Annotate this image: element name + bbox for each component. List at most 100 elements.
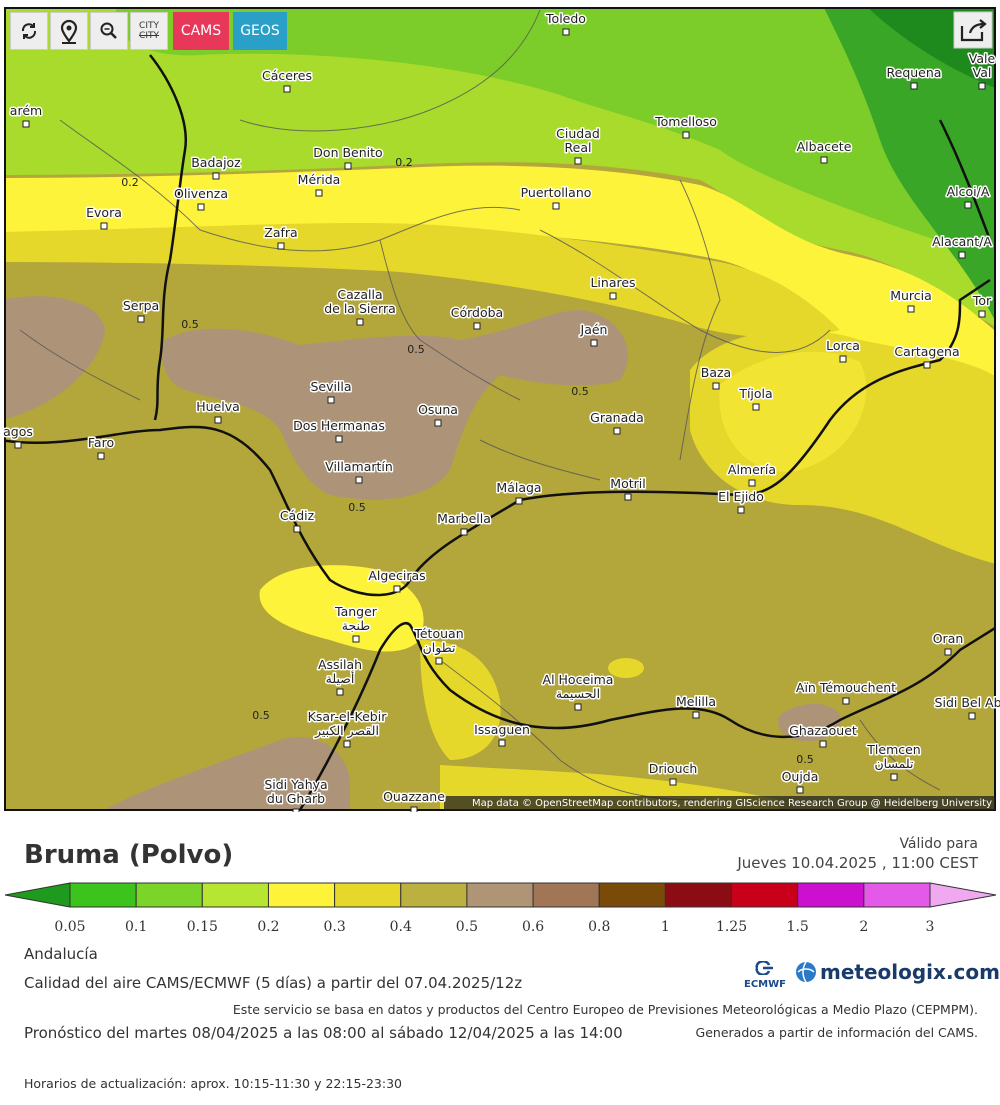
city-label: Tor <box>972 293 992 308</box>
valid-date: Jueves 10.04.2025 , 11:00 CEST <box>737 854 978 872</box>
city-label: El Ejido <box>718 489 764 504</box>
city-label: Sevilla <box>310 379 351 394</box>
city-marker <box>910 82 918 90</box>
city-label: Dos Hermanas <box>293 418 385 433</box>
city-marker <box>839 355 847 363</box>
city-label: Villamartín <box>325 459 393 474</box>
city-marker <box>137 315 145 323</box>
city-label: Sidi Yahya <box>264 777 327 792</box>
city-marker <box>352 635 360 643</box>
attribution: Map data © OpenStreetMap contributors, r… <box>472 798 992 809</box>
city-label: Marbella <box>437 511 491 526</box>
city-label: Evora <box>86 205 122 220</box>
city-label: Faro <box>88 435 114 450</box>
refresh-button[interactable] <box>10 12 48 50</box>
city-label: Puertollano <box>521 185 592 200</box>
legend: 0.05 0.1 0.15 0.2 0.3 0.4 0.5 0.6 0.8 1 1.25 1.5 2 3 <box>4 882 997 935</box>
city-label: Serpa <box>123 298 159 313</box>
city-label: Badajoz <box>191 155 241 170</box>
city-marker <box>410 806 418 812</box>
city-marker <box>964 201 972 209</box>
city-label: Jaén <box>580 322 608 337</box>
city-label: Ksar-el-Kebir <box>308 709 388 724</box>
legend-arrow <box>929 882 997 908</box>
zoom-button[interactable] <box>90 12 128 50</box>
city-label: القصر الكبير <box>314 723 379 739</box>
legend-label: 1.25 <box>716 919 747 935</box>
city-marker <box>748 479 756 487</box>
city-marker <box>590 339 598 347</box>
city-label: أصيلة <box>326 670 355 686</box>
legend-swatch <box>201 882 269 908</box>
concentration-area <box>103 736 350 810</box>
city-label: Oujda <box>782 769 819 784</box>
city-marker <box>923 361 931 369</box>
forecast-range: Pronóstico del martes 08/04/2025 a las 0… <box>24 1024 623 1042</box>
city-marker <box>552 202 560 210</box>
city-marker <box>609 292 617 300</box>
admin-boundaries <box>19 9 941 801</box>
contour-label: 0.5 <box>252 709 270 722</box>
city-marker <box>842 697 850 705</box>
cams-button[interactable]: CAMS <box>173 12 229 50</box>
legend-label: 0.5 <box>456 919 478 935</box>
city-marker <box>473 322 481 330</box>
generated-note: Generados a partir de información del CA… <box>695 1025 978 1040</box>
city-label: Almería <box>728 462 776 477</box>
city-label: arém <box>10 103 42 118</box>
city-marker <box>344 162 352 170</box>
geos-button[interactable]: GEOS <box>233 12 287 50</box>
legend-swatch <box>400 882 468 908</box>
concentration-area <box>778 703 841 742</box>
concentration-area <box>259 565 424 652</box>
meteologix-icon <box>796 961 816 983</box>
city-label: Cartagena <box>894 344 959 359</box>
meteologix-logo: meteologix.com <box>794 960 1000 984</box>
city-marker <box>434 419 442 427</box>
city-label: الحسيمة <box>556 686 600 701</box>
city-label: Requena <box>887 65 942 80</box>
city-marker <box>613 427 621 435</box>
legend-swatch <box>69 882 137 908</box>
legend-label: 0.05 <box>54 919 85 935</box>
legend-swatch <box>797 882 865 908</box>
legend-swatch <box>863 882 931 908</box>
concentration-area <box>608 658 644 678</box>
city-marker <box>327 396 335 404</box>
legend-swatch <box>598 882 666 908</box>
city-label: تلمسان <box>875 756 915 771</box>
city-marker <box>393 585 401 593</box>
city-label: Motril <box>610 476 645 491</box>
concentration-area <box>5 222 840 338</box>
share-button[interactable] <box>953 11 993 49</box>
city-label: Cádiz <box>280 508 315 523</box>
contour-label: 0.2 <box>121 176 139 189</box>
city-label: Málaga <box>496 480 541 495</box>
legend-swatch <box>267 882 336 908</box>
city-marker <box>968 712 976 720</box>
city-label: Aïn Témouchent <box>796 680 896 695</box>
legend-arrow <box>4 882 71 908</box>
location-button[interactable] <box>50 12 88 50</box>
city-label: Córdoba <box>451 305 503 320</box>
city-label: Don Benito <box>313 145 382 160</box>
city-label: Ghazaouet <box>789 723 857 738</box>
city-marker <box>752 403 760 411</box>
legend-swatch <box>135 882 203 908</box>
city-marker <box>978 310 986 318</box>
legend-label: 0.4 <box>390 919 412 935</box>
model-info: Calidad del aire CAMS/ECMWF (5 días) a p… <box>24 974 523 992</box>
city-toggle[interactable]: CITY CITY <box>130 12 168 50</box>
city-marker <box>460 528 468 536</box>
attribution-bg <box>444 796 995 810</box>
legend-label: 2 <box>859 919 868 935</box>
city-marker <box>562 28 570 36</box>
city-marker <box>293 525 301 533</box>
city-label: Alcoi/A <box>947 184 990 199</box>
legend-label: 0.2 <box>257 919 279 935</box>
concentration-area <box>823 8 995 321</box>
city-label: Linares <box>590 275 635 290</box>
city-label: Tanger <box>334 604 378 619</box>
concentration-area <box>5 296 105 419</box>
city-label: Alacant/A <box>932 234 992 249</box>
